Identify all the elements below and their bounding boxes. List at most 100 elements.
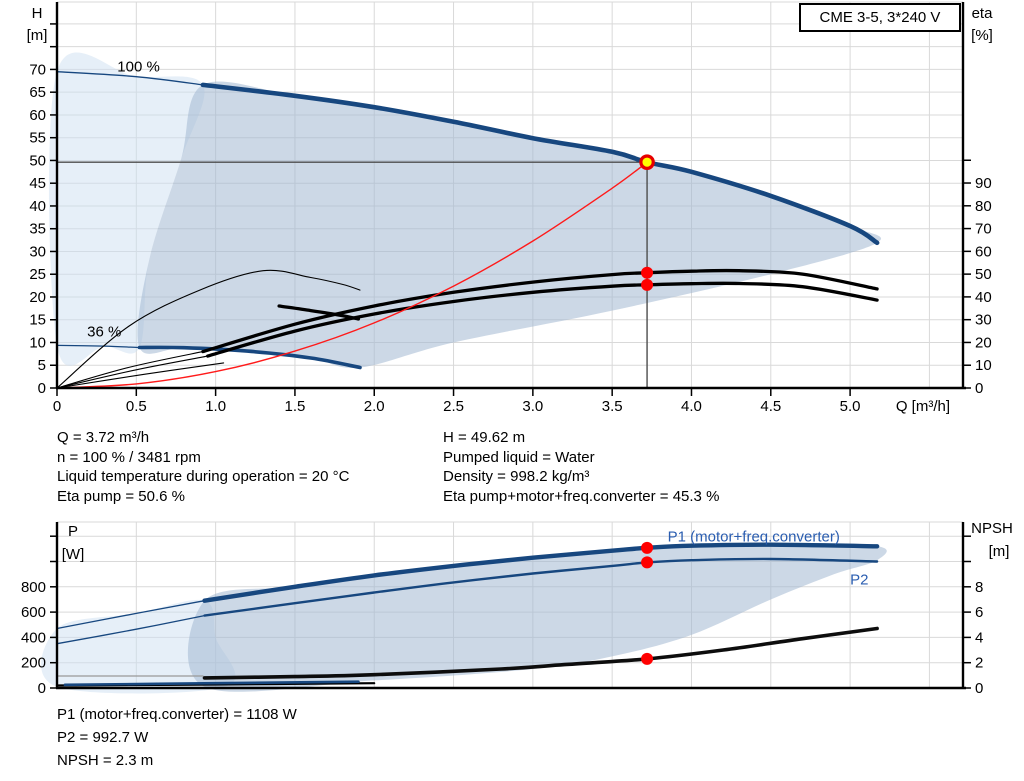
duty-head-text: H = 49.62 m bbox=[443, 429, 526, 446]
left-tick-label: 15 bbox=[29, 312, 46, 329]
qh-eta-chart-frame: 0 5 10 15 20 25 30 35 40 45 50 55 60 65 70 0 10 20 30 40 50 6… bbox=[27, 2, 994, 415]
power-npsh-chart-frame: 0 200 400 600 800 0 2 4 6 8 P [W] NPSH [m] bbox=[21, 520, 1013, 697]
curve-label: 100 % bbox=[117, 58, 160, 75]
left-tick-label: 5 bbox=[38, 357, 46, 374]
p1-value-text: P1 (motor+freq.converter) = 1108 W bbox=[57, 706, 297, 723]
p1-curve bbox=[202, 542, 880, 603]
right-tick-label: 0 bbox=[975, 380, 983, 397]
p1-curve-lowflow bbox=[56, 600, 206, 630]
pump-curve-36 bbox=[137, 345, 362, 370]
eta-leadin-2 bbox=[56, 355, 209, 389]
left-tick-label: 50 bbox=[29, 152, 46, 169]
right-tick-label: 8 bbox=[975, 579, 983, 596]
left-tick-label: 600 bbox=[21, 604, 46, 621]
p2-curve-lowflow bbox=[56, 614, 206, 645]
right-tick-label: 60 bbox=[975, 243, 992, 260]
left-tick-label: 0 bbox=[38, 680, 46, 697]
eta-total-curve bbox=[206, 281, 879, 358]
left-tick-label: 60 bbox=[29, 107, 46, 124]
bottom-tick-label: 3.5 bbox=[602, 398, 623, 415]
left-tick-label: 55 bbox=[29, 130, 46, 147]
bottom-tick-label: 5.0 bbox=[840, 398, 861, 415]
left-tick-label: 400 bbox=[21, 629, 46, 646]
right-tick-label: 80 bbox=[975, 198, 992, 215]
pump-curve-100-lowflow bbox=[56, 71, 204, 86]
left-tick-label: 800 bbox=[21, 579, 46, 596]
p2-value-text: P2 = 992.7 W bbox=[57, 729, 149, 746]
left-tick-label: 25 bbox=[29, 266, 46, 283]
left-tick-label: 70 bbox=[29, 61, 46, 78]
bottom-tick-label: 1.5 bbox=[285, 398, 306, 415]
left-tick-label: 10 bbox=[29, 334, 46, 351]
eta-leadin-1 bbox=[56, 351, 204, 389]
x-axis-title: Q [m³/h] bbox=[896, 398, 950, 415]
p2-dot bbox=[641, 556, 654, 569]
bottom-tick-label: 4.0 bbox=[681, 398, 702, 415]
left-tick-label: 200 bbox=[21, 655, 46, 672]
right-axis-title: eta bbox=[972, 5, 994, 22]
system-curve bbox=[56, 161, 648, 389]
bottom-tick-label: 0 bbox=[53, 398, 61, 415]
bottom-tick-label: 4.5 bbox=[760, 398, 781, 415]
qh-eta-chart: 0 5 10 15 20 25 30 35 40 45 50 55 60 65 70 0 10 20 30 40 50 6… bbox=[27, 1, 994, 415]
power-range-low bbox=[41, 599, 236, 694]
eta-total-text: Eta pump+motor+freq.converter = 45.3 % bbox=[443, 487, 720, 505]
bottom-tick-label: 0.5 bbox=[126, 398, 147, 415]
p1-dot bbox=[641, 541, 654, 554]
eta-curve-36-tail bbox=[277, 304, 361, 321]
eta-curve-36-arc bbox=[56, 269, 361, 389]
left-tick-label: 20 bbox=[29, 289, 46, 306]
right-axis-title: [m] bbox=[989, 543, 1010, 560]
right-tick-label: 40 bbox=[975, 289, 992, 306]
npsh-curve bbox=[202, 626, 879, 680]
right-tick-label: 4 bbox=[975, 629, 983, 646]
density-text: Density = 998.2 kg/m³ bbox=[443, 468, 590, 485]
eta-total-dot bbox=[641, 278, 654, 291]
bottom-tick-label: 3.0 bbox=[522, 398, 543, 415]
allowed-operating-range bbox=[137, 81, 882, 368]
right-tick-label: 2 bbox=[975, 655, 983, 672]
curve-label: 36 % bbox=[87, 324, 121, 341]
right-tick-label: 6 bbox=[975, 604, 983, 621]
right-tick-label: 0 bbox=[975, 680, 983, 697]
power-info-column: P1 (motor+freq.converter) = 1108 W P2 = … bbox=[57, 703, 297, 772]
right-tick-label: 30 bbox=[975, 312, 992, 329]
left-tick-label: 65 bbox=[29, 84, 46, 101]
npsh-value-text: NPSH = 2.3 m bbox=[57, 752, 154, 769]
p2-curve bbox=[203, 557, 879, 617]
left-tick-label: 35 bbox=[29, 221, 46, 238]
eta-leadin-3 bbox=[56, 362, 225, 389]
pump-curve-100 bbox=[200, 82, 880, 246]
right-axis-title: [%] bbox=[971, 27, 993, 44]
power-range bbox=[187, 544, 887, 692]
pumped-liquid-text: Pumped liquid = Water bbox=[443, 448, 595, 466]
duty-speed-text: n = 100 % / 3481 rpm bbox=[57, 448, 201, 466]
right-tick-label: 10 bbox=[975, 357, 992, 374]
right-tick-label: 20 bbox=[975, 334, 992, 351]
left-tick-label: 30 bbox=[29, 243, 46, 260]
eta-pump-text: Eta pump = 50.6 % bbox=[57, 487, 185, 505]
duty-flow-text: Q = 3.72 m³/h bbox=[57, 429, 150, 446]
left-tick-label: 40 bbox=[29, 198, 46, 215]
bottom-tick-label: 2.0 bbox=[364, 398, 385, 415]
duty-point bbox=[639, 154, 655, 170]
liquid-temp-text: Liquid temperature during operation = 20… bbox=[57, 468, 350, 485]
right-tick-label: 70 bbox=[975, 221, 992, 238]
left-tick-label: 45 bbox=[29, 175, 46, 192]
npsh-dot bbox=[641, 652, 654, 665]
duty-info-right-column: H = 49.62 m Pumped liquid = Water Densit… bbox=[443, 428, 719, 506]
left-axis-title: P bbox=[68, 523, 78, 540]
power-npsh-chart: 0 200 400 600 800 0 2 4 6 8 P [W] NPSH [m] P1 (motor+f… bbox=[21, 520, 1013, 697]
pump-curve-36-lowflow bbox=[56, 344, 141, 349]
curve-label: P1 (motor+freq.converter) bbox=[668, 528, 840, 545]
curve-label: P2 bbox=[850, 571, 868, 588]
p-min-speed-stub bbox=[63, 680, 360, 687]
left-axis-title: [m] bbox=[27, 27, 48, 44]
bottom-tick-label: 1.0 bbox=[205, 398, 226, 415]
left-axis-title: [W] bbox=[62, 546, 85, 563]
pump-model-badge: CME 3-5, 3*240 V bbox=[799, 3, 961, 32]
right-axis-title: NPSH bbox=[971, 520, 1013, 537]
eta-pump-dot bbox=[641, 266, 654, 279]
